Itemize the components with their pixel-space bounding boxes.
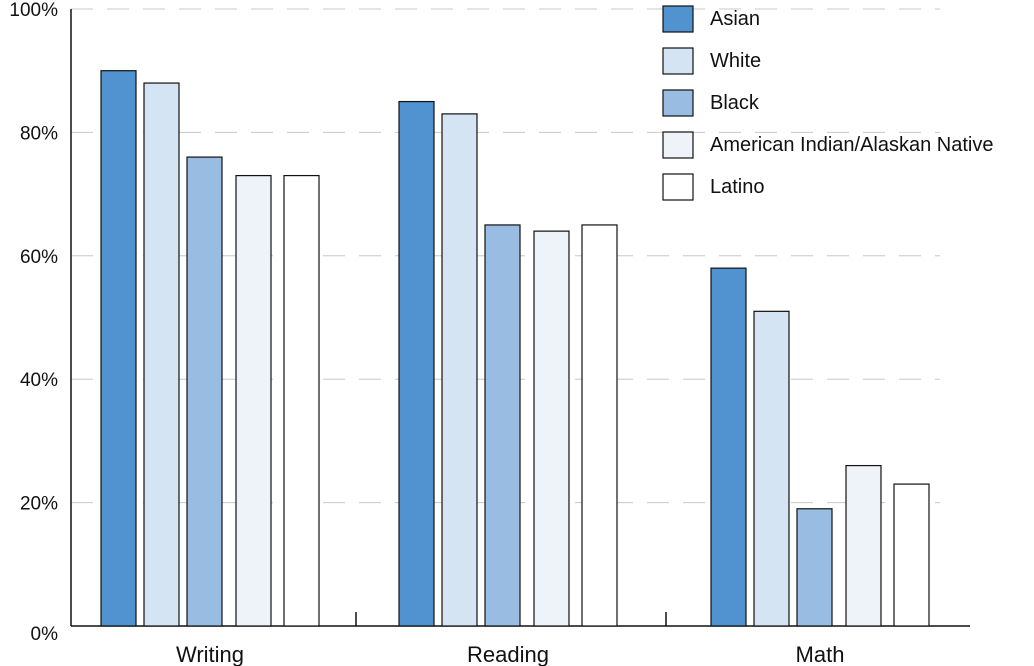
bar-reading-1 <box>441 113 478 627</box>
bar-math-4 <box>893 483 930 627</box>
bar-reading-2 <box>484 224 521 627</box>
legend-label: Asian <box>710 8 760 30</box>
y-tick-label: 60% <box>20 247 58 268</box>
legend-label: Latino <box>710 176 765 198</box>
legend-swatch <box>662 89 694 117</box>
legend-swatch <box>662 131 694 159</box>
y-tick-label: 40% <box>20 370 58 391</box>
category-label: Writing <box>176 642 244 666</box>
y-tick-label: 80% <box>20 123 58 144</box>
category-labels: Writing Reading Math <box>176 642 844 666</box>
legend-label: White <box>710 50 761 72</box>
bar-reading-4 <box>581 224 618 627</box>
bar-writing-0 <box>100 70 137 627</box>
y-tick-label: 0% <box>31 624 59 645</box>
bar-reading-3 <box>533 230 570 627</box>
bar-math-3 <box>845 464 882 627</box>
bar-writing-2 <box>186 156 223 627</box>
y-tick-label: 100% <box>9 0 58 21</box>
y-tick-labels: 0% 20% 40% 60% 80% 100% <box>9 0 58 645</box>
y-tick-label: 20% <box>20 494 58 515</box>
bar-writing-1 <box>143 82 180 627</box>
legend-swatch <box>662 5 694 33</box>
legend: Asian White Black American Indian/Alaskan N… <box>662 5 993 201</box>
legend-label: American Indian/Alaskan Native <box>710 134 993 156</box>
bar-writing-4 <box>283 174 320 627</box>
bar-math-1 <box>753 310 790 627</box>
bar-math-0 <box>710 267 747 627</box>
category-label: Math <box>796 642 845 666</box>
bar-math-2 <box>796 508 833 627</box>
bars <box>100 70 930 627</box>
category-label: Reading <box>467 642 549 666</box>
legend-swatch <box>662 47 694 75</box>
legend-swatch <box>662 173 694 201</box>
bar-reading-0 <box>398 100 435 627</box>
legend-label: Black <box>710 92 760 114</box>
bar-writing-3 <box>235 174 272 627</box>
